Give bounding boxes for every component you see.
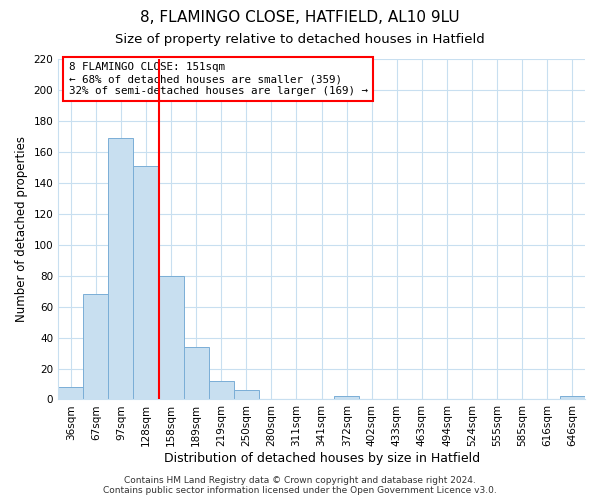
Text: Contains HM Land Registry data © Crown copyright and database right 2024.
Contai: Contains HM Land Registry data © Crown c… bbox=[103, 476, 497, 495]
X-axis label: Distribution of detached houses by size in Hatfield: Distribution of detached houses by size … bbox=[164, 452, 479, 465]
Text: 8 FLAMINGO CLOSE: 151sqm
← 68% of detached houses are smaller (359)
32% of semi-: 8 FLAMINGO CLOSE: 151sqm ← 68% of detach… bbox=[69, 62, 368, 96]
Bar bbox=[83, 294, 109, 400]
Y-axis label: Number of detached properties: Number of detached properties bbox=[15, 136, 28, 322]
Bar bbox=[334, 396, 359, 400]
Bar bbox=[58, 387, 83, 400]
Bar bbox=[133, 166, 158, 400]
Bar bbox=[109, 138, 133, 400]
Text: Size of property relative to detached houses in Hatfield: Size of property relative to detached ho… bbox=[115, 32, 485, 46]
Bar bbox=[184, 347, 209, 400]
Bar bbox=[209, 381, 234, 400]
Bar bbox=[234, 390, 259, 400]
Bar bbox=[158, 276, 184, 400]
Bar bbox=[560, 396, 585, 400]
Text: 8, FLAMINGO CLOSE, HATFIELD, AL10 9LU: 8, FLAMINGO CLOSE, HATFIELD, AL10 9LU bbox=[140, 10, 460, 25]
